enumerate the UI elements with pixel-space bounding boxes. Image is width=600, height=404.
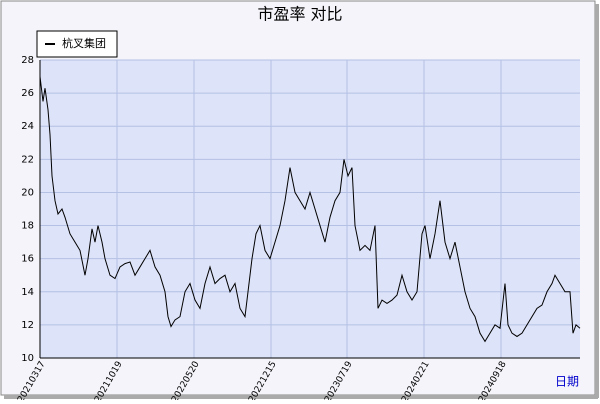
y-tick-label: 18 [21, 221, 34, 232]
frame-shadow [595, 4, 599, 398]
y-tick-label: 28 [21, 55, 34, 66]
y-tick-label: 10 [21, 353, 34, 364]
frame-shadow [4, 395, 598, 399]
y-tick-label: 16 [21, 254, 34, 265]
plot-area [40, 60, 580, 358]
y-tick-label: 26 [21, 88, 34, 99]
chart-title: 市盈率 对比 [257, 5, 342, 24]
y-tick-label: 14 [21, 287, 34, 298]
line-series [39, 76, 581, 343]
legend-label: 杭叉集团 [62, 36, 106, 50]
y-tick-label: 12 [21, 320, 34, 331]
x-axis-label: 日期 [555, 375, 579, 389]
y-tick-label: 20 [21, 187, 34, 198]
y-tick-label: 24 [21, 121, 34, 132]
y-tick-label: 22 [21, 154, 34, 165]
